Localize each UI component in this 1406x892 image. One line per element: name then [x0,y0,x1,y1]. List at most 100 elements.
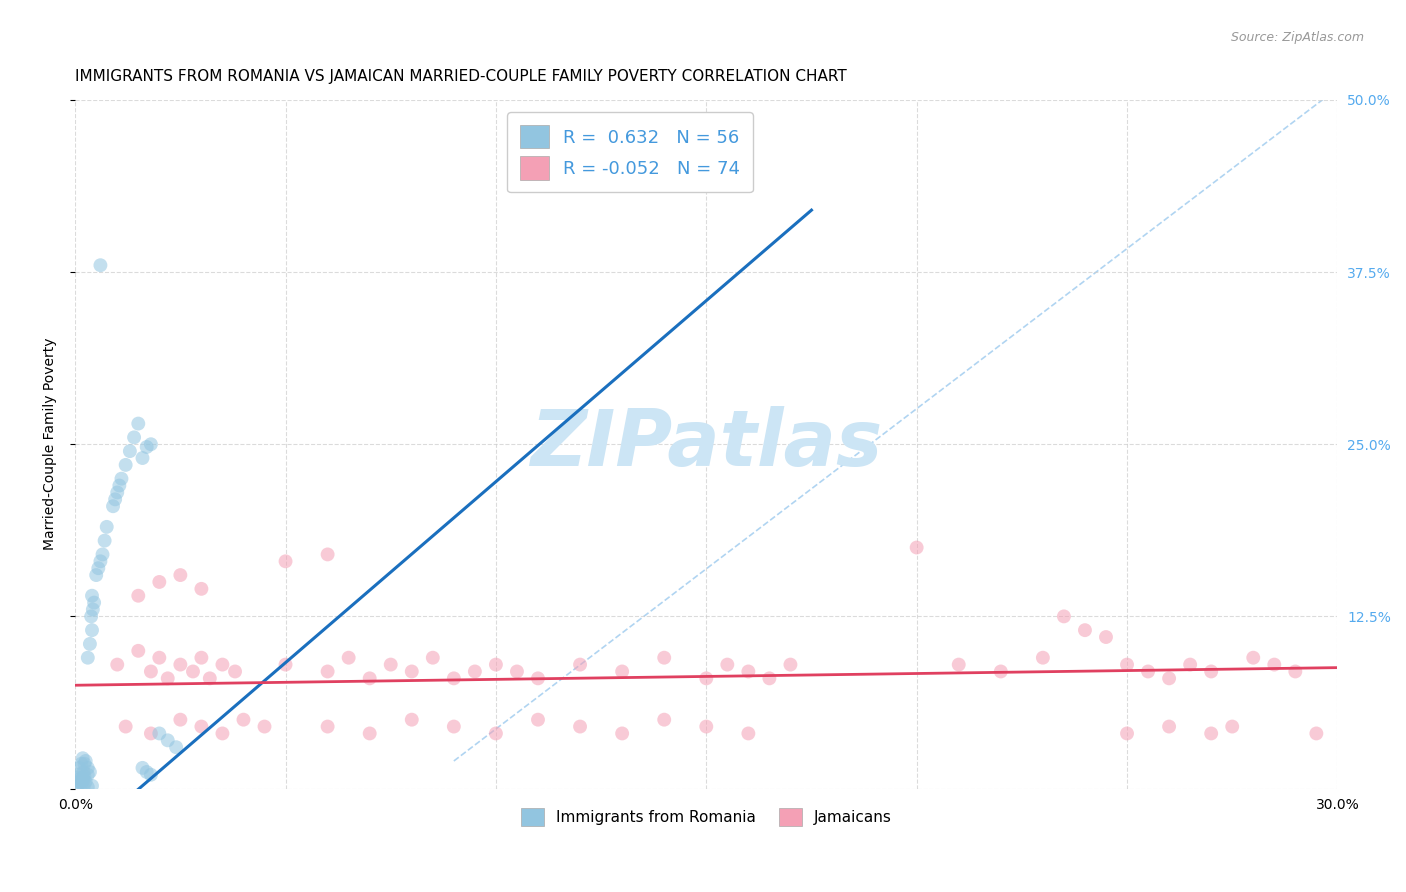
Point [190,720,212,734]
Point [359,726,381,740]
Point [905,541,928,555]
Point [75,754,97,768]
Point [104,492,127,507]
Point [464,665,486,679]
Point [779,657,801,672]
Point [443,720,465,734]
Point [316,665,339,679]
Point [76,768,98,782]
Point [67,777,90,791]
Point [758,671,780,685]
Point [156,671,179,685]
Point [1074,623,1097,637]
Point [156,733,179,747]
Point [401,713,423,727]
Point [105,485,128,500]
Point [87,561,110,575]
Point [1032,650,1054,665]
Point [127,644,149,658]
Point [139,437,162,451]
Point [610,665,633,679]
Point [569,657,592,672]
Point [69,772,91,786]
Text: IMMIGRANTS FROM ROMANIA VS JAMAICAN MARRIED-COUPLE FAMILY POVERTY CORRELATION CH: IMMIGRANTS FROM ROMANIA VS JAMAICAN MARR… [75,69,846,84]
Point [76,650,98,665]
Point [72,773,94,788]
Point [165,740,187,755]
Point [75,774,97,789]
Point [1178,657,1201,672]
Point [610,726,633,740]
Point [232,713,254,727]
Point [1263,657,1285,672]
Point [72,780,94,794]
Text: Source: ZipAtlas.com: Source: ZipAtlas.com [1230,31,1364,45]
Point [72,751,94,765]
Point [274,657,297,672]
Point [359,671,381,685]
Point [190,582,212,596]
Point [84,568,107,582]
Point [89,554,111,568]
Point [131,761,153,775]
Point [114,720,136,734]
Point [1053,609,1076,624]
Point [1220,720,1243,734]
Point [139,768,162,782]
Point [948,657,970,672]
Point [1199,665,1222,679]
Point [1159,671,1181,685]
Point [716,657,738,672]
Point [79,637,101,651]
Point [139,726,162,740]
Point [169,713,191,727]
Point [66,779,89,793]
Point [66,771,89,785]
Point [652,713,675,727]
Point [70,776,93,790]
Point [67,774,90,789]
Point [274,554,297,568]
Point [506,665,529,679]
Point [169,657,191,672]
Point [169,568,191,582]
Point [316,720,339,734]
Point [76,780,98,794]
Point [485,726,508,740]
Point [443,671,465,685]
Point [527,713,550,727]
Point [316,548,339,562]
Point [1305,726,1327,740]
Point [1241,650,1264,665]
Point [148,574,170,589]
Point [181,665,204,679]
Point [80,609,103,624]
Point [76,761,98,775]
Point [135,764,157,779]
Point [569,720,592,734]
Point [96,520,118,534]
Point [422,650,444,665]
Point [211,726,233,740]
Point [89,258,111,272]
Point [990,665,1012,679]
Point [148,726,170,740]
Point [401,665,423,679]
Point [337,650,360,665]
Point [118,444,141,458]
Point [114,458,136,472]
Point [695,671,717,685]
Text: ZIPatlas: ZIPatlas [530,406,883,483]
Point [695,720,717,734]
Point [122,430,145,444]
Point [148,650,170,665]
Point [253,720,276,734]
Point [91,548,114,562]
Point [93,533,115,548]
Point [211,657,233,672]
Point [73,769,96,783]
Y-axis label: Married-Couple Family Poverty: Married-Couple Family Poverty [44,338,58,550]
Point [380,657,402,672]
Legend: Immigrants from Romania, Jamaicans: Immigrants from Romania, Jamaicans [515,802,898,832]
Point [127,589,149,603]
